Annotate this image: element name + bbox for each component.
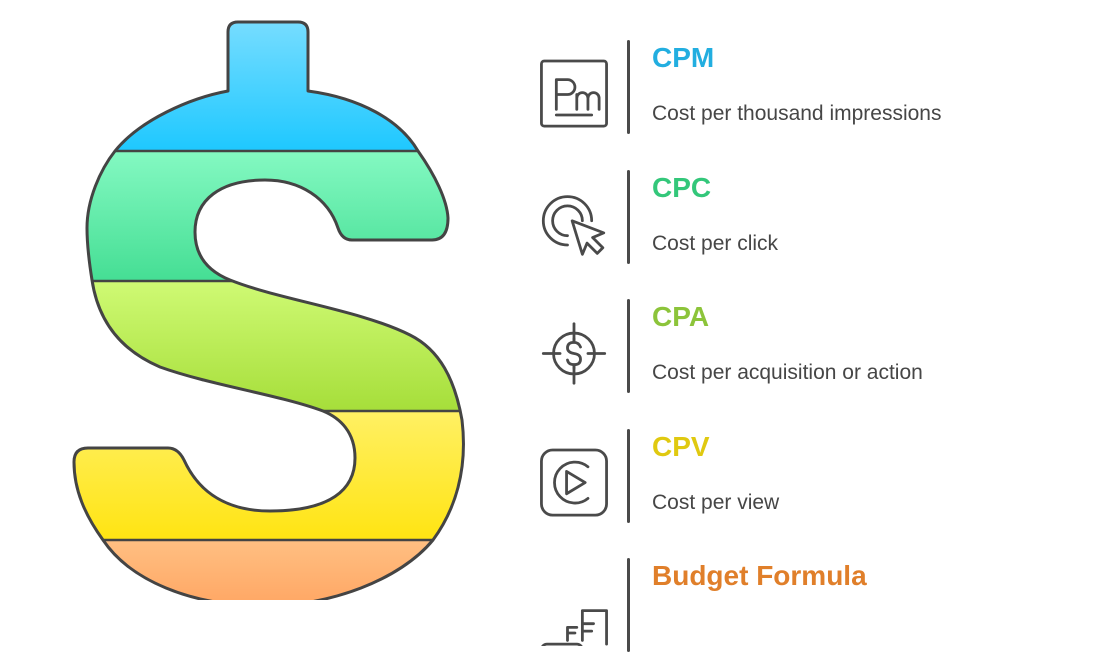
item-title: Budget Formula: [652, 560, 867, 591]
item-budget-formula: Budget Formula: [530, 558, 1090, 658]
band-cpa: [74, 281, 464, 411]
item-description: Cost per acquisition or action: [652, 361, 923, 384]
play-video-icon: [540, 448, 608, 517]
formula-icon: [541, 609, 608, 646]
item-title: CPM: [652, 42, 715, 73]
dollar-sign-graphic: [72, 20, 465, 600]
click-cursor-icon: [541, 194, 606, 256]
divider: [627, 558, 630, 652]
divider: [627, 299, 630, 393]
item-title: CPV: [652, 430, 710, 462]
item-title: CPA: [652, 301, 710, 332]
item-description: Cost per view: [652, 490, 780, 514]
item-cpv: CPV Cost per view: [530, 428, 1090, 529]
band-cpc: [74, 151, 464, 281]
divider: [627, 169, 630, 264]
item-cpm: CPM Cost per thousand impressions: [530, 40, 1090, 140]
divider: [627, 40, 630, 134]
dollar-target-icon: [541, 322, 607, 385]
item-description: Cost per click: [652, 231, 779, 255]
band-budget: [74, 540, 464, 600]
item-description: Cost per thousand impressions: [652, 102, 942, 125]
item-title: CPC: [652, 171, 712, 203]
item-cpc: CPC Cost per click: [530, 169, 1090, 270]
band-cpv: [74, 411, 464, 540]
pm-box-icon: [540, 59, 608, 128]
divider: [627, 428, 630, 523]
item-cpa: CPA Cost per acquisition or action: [530, 299, 1090, 399]
